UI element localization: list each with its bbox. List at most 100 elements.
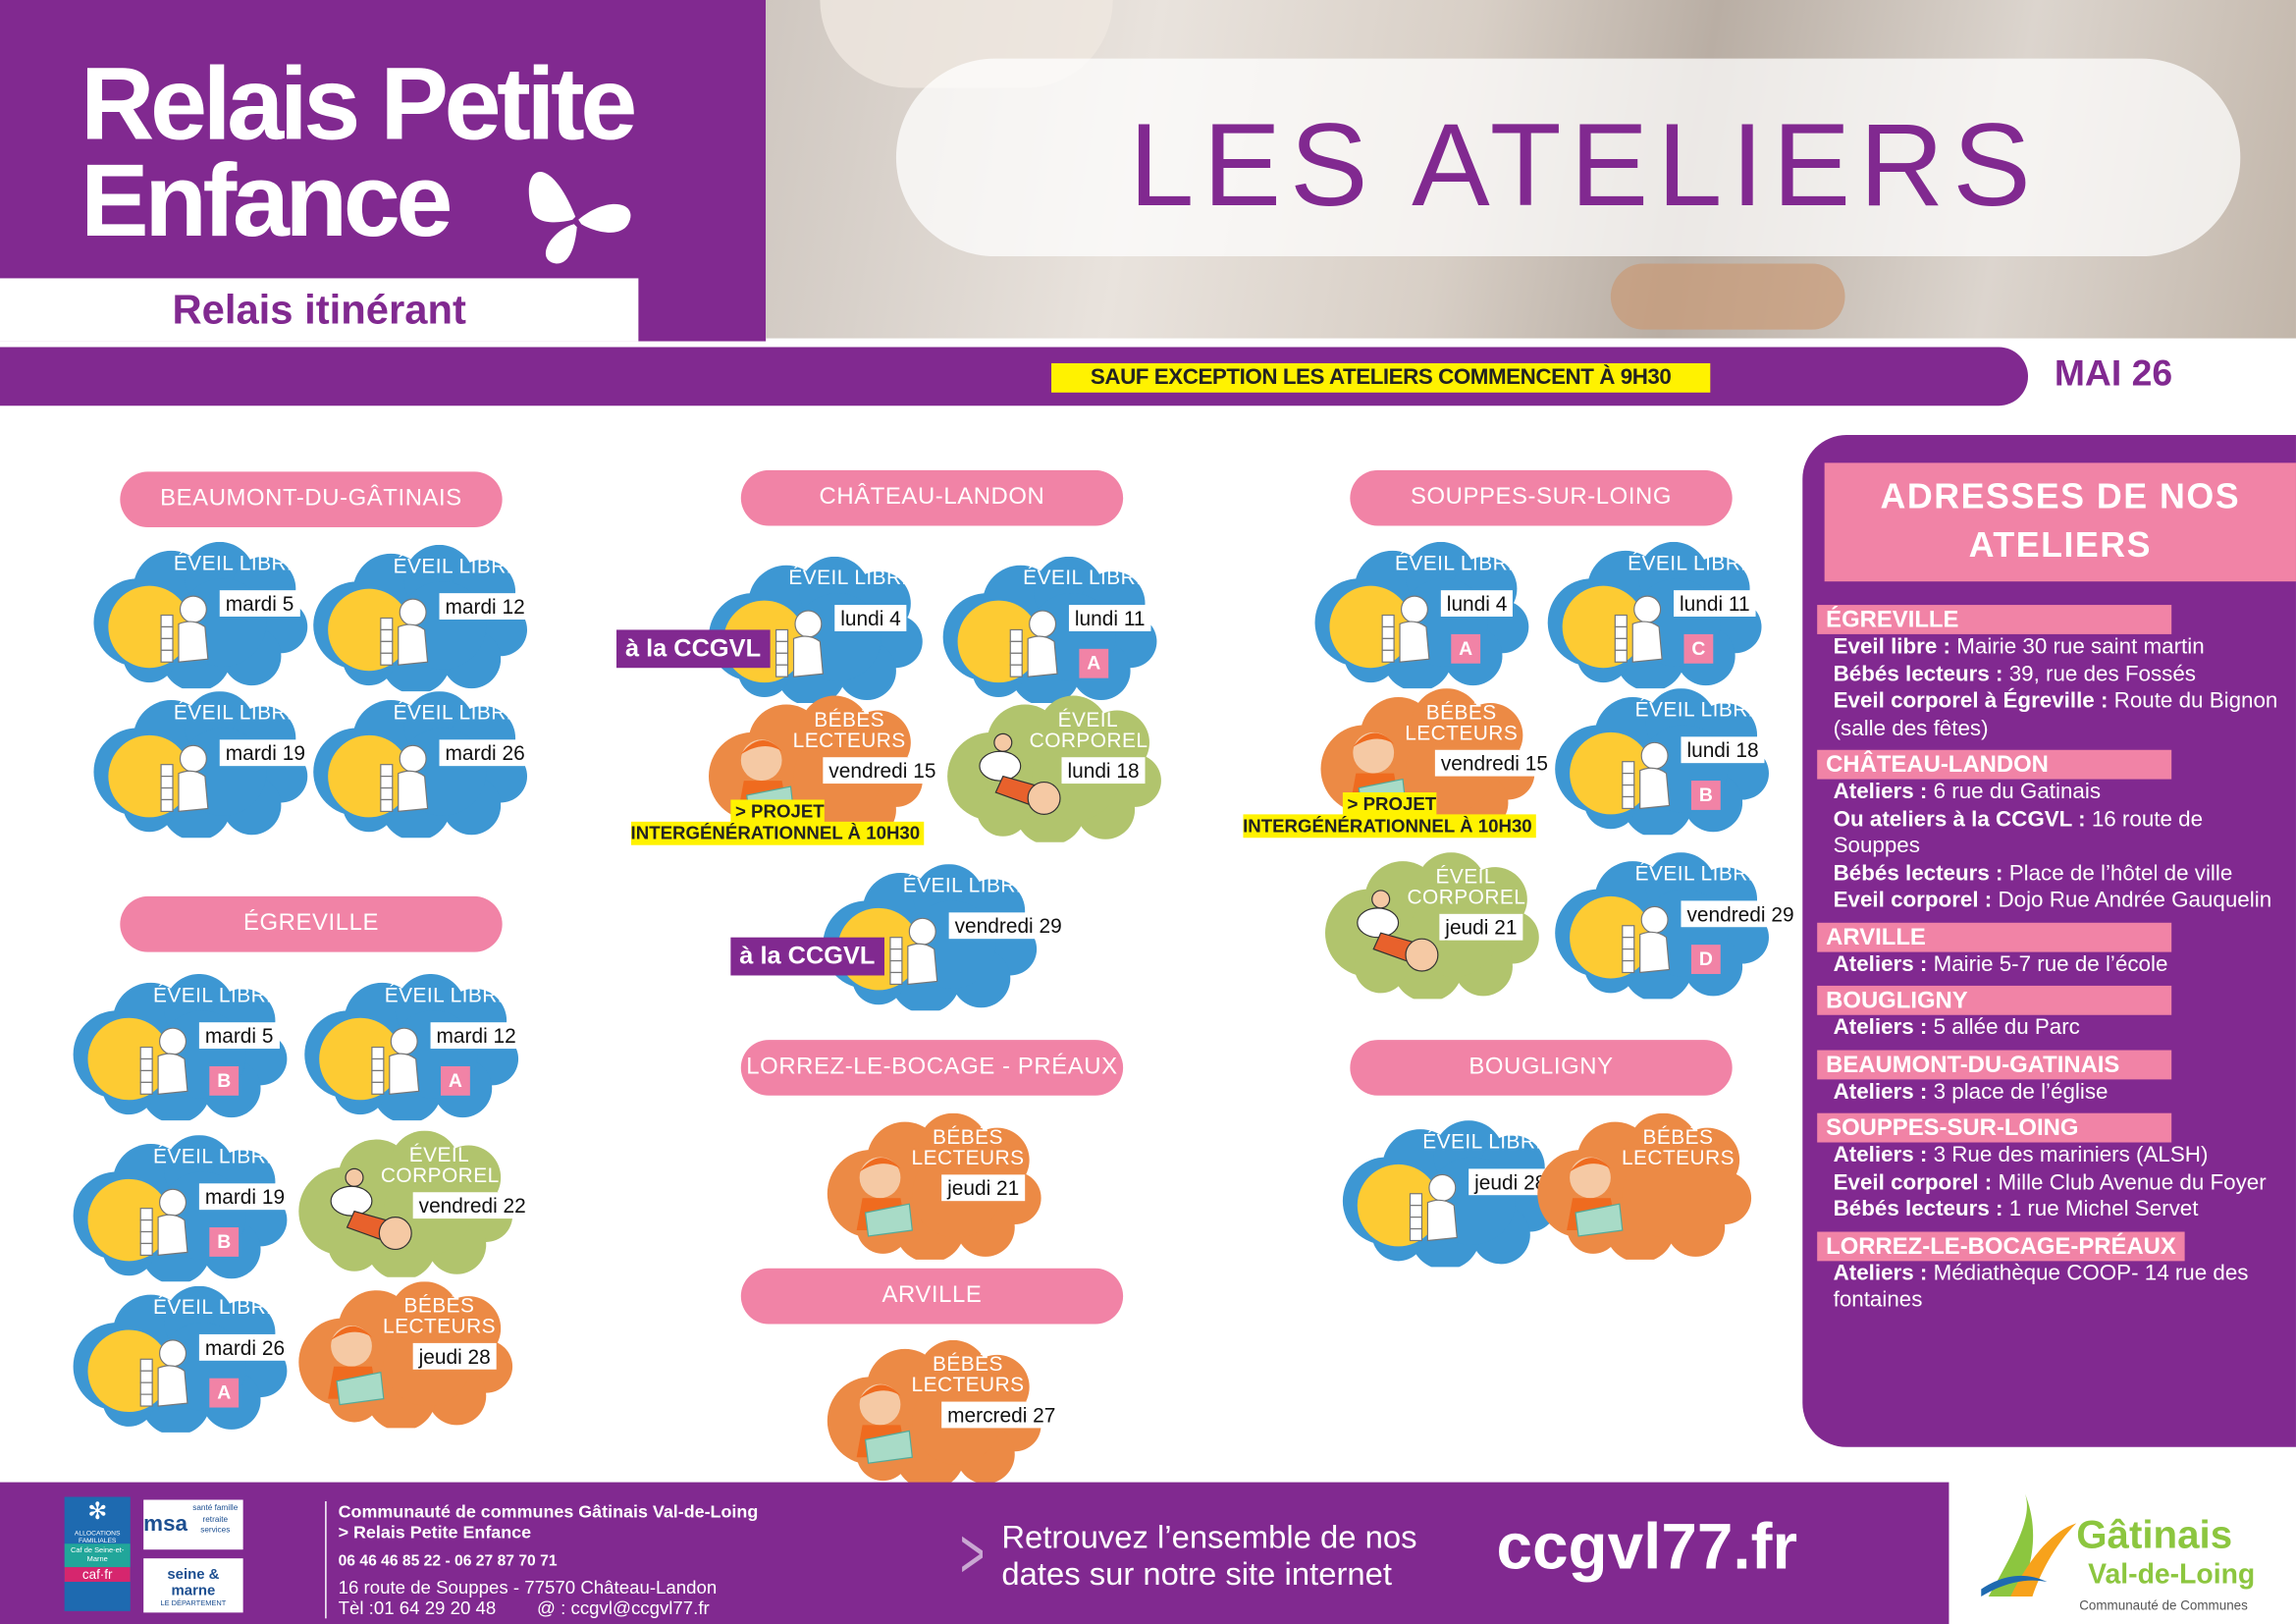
start-time-notice: SAUF EXCEPTION LES ATELIERS COMMENCENT À… [1051, 362, 1711, 393]
event-date: lundi 11 [1674, 590, 1756, 618]
address-line: Ateliers : 5 allée du Parc [1817, 1015, 2285, 1043]
event-date: jeudi 28 [412, 1342, 497, 1370]
phone-numbers: 06 46 46 85 22 - 06 27 87 70 71 [338, 1552, 558, 1571]
address-section-header: BOUGLIGNY [1817, 985, 2172, 1015]
brand-line-1: Relais Petite [80, 46, 637, 162]
address-line: Ateliers : 6 rue du Gatinais [1817, 780, 2285, 807]
event-note-text: > PROJET INTERGÉNÉRATIONNEL À 10H30 [630, 799, 925, 845]
seine-logo-sub: LE DÉPARTEMENT [160, 1598, 227, 1608]
green-cloud-icon [947, 695, 1161, 842]
address-text: Dojo Rue Andrée Gauquelin [1992, 887, 2272, 913]
ccgvl-tag: à la CCGVL [730, 937, 884, 976]
location-pill: BOUGLIGNY [1350, 1040, 1733, 1096]
cta-line-1: Retrouvez l’ensemble de nos [1001, 1518, 1417, 1556]
event-card-eveil: ÉVEIL LIBRE vendredi 29 à la CCGVL [730, 864, 1068, 1011]
location-pill: ÉGREVILLE [120, 895, 503, 952]
event-title: BÉBÉS LECTEURS [911, 1124, 1025, 1169]
address-label: Bébés lecteurs : [1833, 1196, 2003, 1222]
org-name: Communauté de communes Gâtinais Val-de-L… [338, 1500, 759, 1522]
address-text: Place de l’hôtel de ville [2002, 860, 2233, 886]
address-section-header: CHÂTEAU-LANDON [1817, 749, 2172, 780]
msa-logo-text: msa [143, 1511, 187, 1537]
event-card-eveil: ÉVEIL LIBRE vendredi 29 D [1552, 852, 1800, 1000]
event-title: BÉBÉS LECTEURS [792, 707, 906, 752]
event-date: lundi 4 [1440, 590, 1514, 618]
location-letter-badge: B [209, 1065, 240, 1096]
address-line: Bébés lecteurs : 1 rue Michel Servet [1817, 1197, 2285, 1224]
address-line: Eveil corporel : Dojo Rue Andrée Gauquel… [1817, 888, 2285, 915]
event-title: ÉVEIL LIBRE [788, 565, 916, 589]
ccgvl-tag: à la CCGVL [616, 629, 771, 669]
event-date: vendredi 29 [1681, 900, 1800, 928]
event-card-eveil: ÉVEIL LIBRE mardi 26 [310, 691, 531, 839]
address-text: 39, rue des Fossés [2002, 661, 2196, 686]
event-title: ÉVEIL LIBRE [1628, 550, 1755, 574]
photo-detail [1610, 263, 1845, 330]
location-pill: LORREZ-LE-BOCAGE - PRÉAUX [740, 1040, 1124, 1096]
location-pill: BEAUMONT-DU-GÂTINAIS [120, 471, 503, 528]
orange-cloud-icon [827, 1339, 1041, 1488]
event-date: mardi 26 [198, 1333, 292, 1361]
address-label: Ateliers : [1833, 1142, 1928, 1167]
address-section-header: SOUPPES-SUR-LOING [1817, 1112, 2172, 1143]
email-link[interactable]: @ : ccgvl@ccgvl77.fr [537, 1597, 710, 1619]
gatinais-logo-sub: Communauté de Communes [2079, 1597, 2248, 1613]
address-text: Mairie 5-7 rue de l’école [1927, 950, 2168, 977]
address-text: 16 route de Souppes [1833, 806, 2204, 859]
website-link[interactable]: ccgvl77.fr [1496, 1511, 1798, 1584]
event-card-eveil: ÉVEIL LIBRE lundi 11 C [1545, 541, 1765, 689]
location-pill: ARVILLE [740, 1268, 1124, 1325]
event-card-eveil: ÉVEIL LIBRE lundi 4 A [1312, 541, 1532, 689]
event-date: mardi 19 [198, 1183, 292, 1211]
event-note-text: > PROJET INTERGÉNÉRATIONNEL À 10H30 [1243, 792, 1537, 839]
address-line: Eveil libre : Mairie 30 rue saint martin [1817, 634, 2285, 662]
location-pill: CHÂTEAU-LANDON [740, 469, 1124, 526]
event-title: ÉVEIL LIBRE [152, 982, 281, 1006]
address-section-header: BEAUMONT-DU-GATINAIS [1817, 1049, 2172, 1079]
event-title: ÉVEIL CORPOREL [1029, 707, 1148, 752]
event-card-eveil: ÉVEIL LIBRE mardi 5 [90, 541, 310, 689]
page-title: LES ATELIERS [1129, 99, 2040, 231]
address-label: Ateliers : [1833, 1260, 1928, 1285]
notice-bar [0, 347, 2029, 406]
event-date: mardi 12 [439, 593, 531, 620]
telephone: Tèl :01 64 29 20 48 [338, 1597, 497, 1619]
address-label: Ateliers : [1833, 950, 1928, 977]
event-date: lundi 11 [1068, 605, 1151, 631]
event-card-bebes: BÉBÉS LECTEURS mercredi 27 [825, 1339, 1062, 1488]
event-title: BÉBÉS LECTEURS [383, 1293, 497, 1337]
event-date: lundi 4 [834, 605, 907, 631]
location-letter-badge: B [1690, 781, 1721, 810]
people-icon: ✻ [87, 1499, 108, 1525]
location-letter-badge: C [1683, 633, 1714, 664]
event-card-eveil: ÉVEIL LIBRE mardi 12 [310, 544, 531, 692]
location-letter-badge: A [209, 1378, 240, 1408]
orange-cloud-icon [1537, 1112, 1752, 1260]
event-card-eveil: ÉVEIL LIBRE mardi 19 [90, 691, 311, 839]
event-card-bebes: BÉBÉS LECTEURS jeudi 21 [825, 1112, 1044, 1260]
event-note: > PROJET INTERGÉNÉRATIONNEL À 10H30 [1242, 792, 1537, 839]
contact-info: Communauté de communes Gâtinais Val-de-L… [325, 1500, 759, 1619]
event-date: lundi 18 [1061, 757, 1146, 785]
event-card-eveil: ÉVEIL LIBRE mardi 19 B [71, 1135, 292, 1282]
location-letter-badge: A [1079, 648, 1109, 678]
event-title: BÉBÉS LECTEURS [1405, 700, 1519, 744]
address-line: Ateliers : Mairie 5-7 rue de l’école [1817, 951, 2285, 979]
address-text: Médiathèque COOP- 14 rue des fontaines [1833, 1260, 2249, 1313]
blue-cloud-icon [304, 973, 519, 1121]
event-card-eveil: ÉVEIL LIBRE mardi 12 A [301, 973, 522, 1121]
butterfly-icon [528, 172, 631, 264]
event-title: ÉVEIL LIBRE [152, 1294, 281, 1319]
location-letter-badge: B [209, 1227, 240, 1257]
address-text: 6 rue du Gatinais [1927, 779, 2102, 804]
address-line: Ou ateliers à la CCGVL : 16 route de Sou… [1817, 806, 2285, 860]
address-line: Bébés lecteurs : Place de l’hôtel de vil… [1817, 860, 2285, 888]
event-title: ÉVEIL LIBRE [1394, 550, 1522, 574]
green-cloud-icon [1324, 852, 1539, 1000]
event-card-bebes: BÉBÉS LECTEURS vendredi 15 > PROJET INTERG… [1243, 688, 1554, 839]
event-card-bebes: BÉBÉS LECTEURS [1534, 1112, 1754, 1260]
address-text: 1 rue Michel Servet [2002, 1196, 2199, 1222]
address-text: Mille Club Avenue du Foyer [1992, 1169, 2267, 1195]
event-date: mardi 5 [219, 590, 300, 618]
event-card-eveil: ÉVEIL LIBRE mardi 26 A [71, 1285, 292, 1433]
